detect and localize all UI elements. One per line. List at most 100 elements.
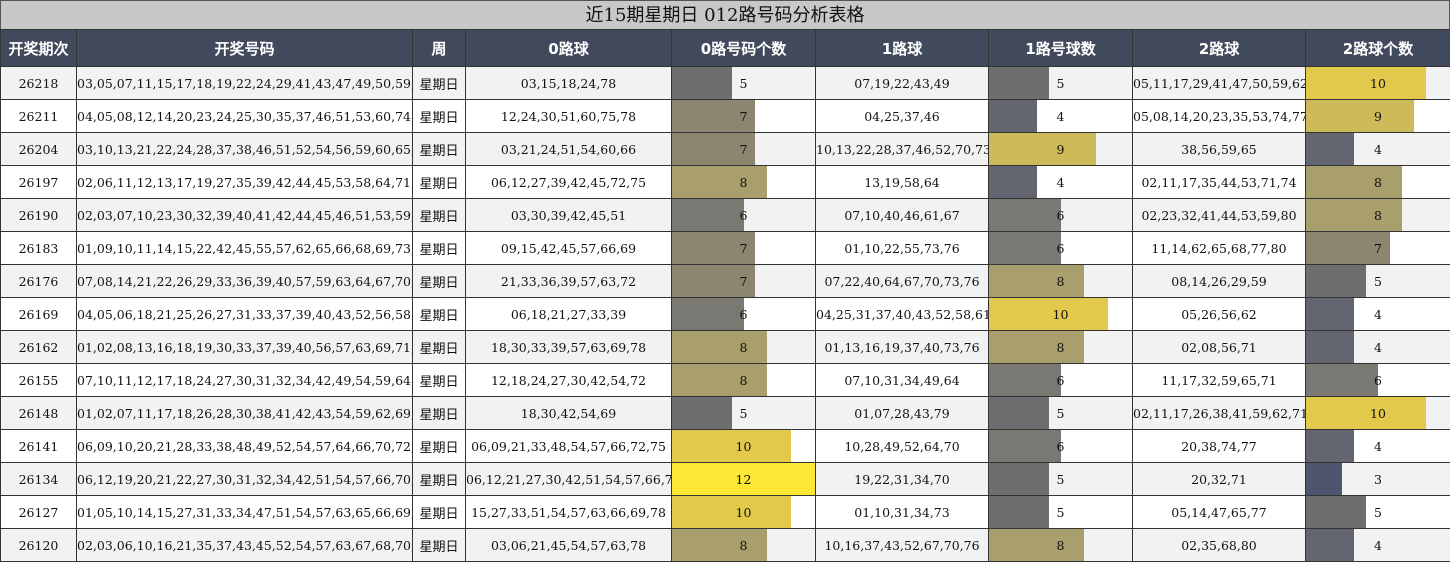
count-bar (1306, 67, 1426, 99)
cell-route2-count: 10 (1305, 66, 1450, 100)
cell-route2: 08,14,26,29,59 (1132, 264, 1306, 298)
cell-route2-count: 8 (1305, 165, 1450, 199)
count-bar (989, 199, 1061, 231)
cell-route2: 02,11,17,26,38,41,59,62,71,74 (1132, 396, 1306, 430)
table-row: 26162 01,02,08,13,16,18,19,30,33,37,39,40… (0, 330, 1450, 364)
count-value: 7 (739, 141, 748, 157)
header-route2-count: 2路球个数 (1305, 29, 1450, 67)
cell-route1-count: 4 (988, 99, 1133, 133)
cell-route2: 05,14,47,65,77 (1132, 495, 1306, 529)
count-bar (989, 232, 1061, 264)
cell-issue: 26169 (0, 297, 77, 331)
count-value: 6 (1374, 372, 1382, 388)
count-bar (1306, 199, 1402, 231)
cell-route1: 13,19,58,64 (815, 165, 989, 199)
count-bar (989, 463, 1049, 495)
count-value: 6 (1056, 438, 1065, 454)
cell-route1: 07,19,22,43,49 (815, 66, 989, 100)
cell-route2-count: 9 (1305, 99, 1450, 133)
cell-numbers: 04,05,06,18,21,25,26,27,31,33,37,39,40,4… (76, 297, 413, 331)
count-value: 8 (1056, 339, 1065, 355)
cell-route1: 07,22,40,64,67,70,73,76 (815, 264, 989, 298)
cell-route2: 20,32,71 (1132, 462, 1306, 496)
table-row: 26169 04,05,06,18,21,25,26,27,31,33,37,39… (0, 297, 1450, 331)
cell-week: 星期日 (412, 198, 466, 232)
cell-issue: 26134 (0, 462, 77, 496)
cell-route1: 01,10,22,55,73,76 (815, 231, 989, 265)
cell-numbers: 04,05,08,12,14,20,23,24,25,30,35,37,46,5… (76, 99, 413, 133)
cell-route1: 10,13,22,28,37,46,52,70,73 (815, 132, 989, 166)
count-value: 7 (739, 240, 748, 256)
cell-route0: 12,18,24,27,30,42,54,72 (465, 363, 672, 397)
count-bar (672, 232, 756, 264)
count-bar (1306, 364, 1378, 396)
header-week: 周 (412, 29, 466, 67)
cell-route0-count: 6 (671, 198, 816, 232)
cell-week: 星期日 (412, 165, 466, 199)
cell-route0-count: 8 (671, 330, 816, 364)
cell-route1: 01,10,31,34,73 (815, 495, 989, 529)
cell-issue: 26127 (0, 495, 77, 529)
cell-route1: 01,07,28,43,79 (815, 396, 989, 430)
cell-route0: 18,30,33,39,57,63,69,78 (465, 330, 672, 364)
cell-route2-count: 7 (1305, 231, 1450, 265)
cell-route2: 05,26,56,62 (1132, 297, 1306, 331)
cell-route2: 11,17,32,59,65,71 (1132, 363, 1306, 397)
count-bar (672, 430, 792, 462)
cell-route0: 06,12,27,39,42,45,72,75 (465, 165, 672, 199)
cell-route1-count: 5 (988, 495, 1133, 529)
count-value: 8 (739, 537, 748, 553)
cell-week: 星期日 (412, 297, 466, 331)
cell-route1: 07,10,40,46,61,67 (815, 198, 989, 232)
cell-route0: 06,12,21,27,30,42,51,54,57,66,72,75 (465, 462, 672, 496)
count-value: 6 (1056, 372, 1065, 388)
count-bar (1306, 232, 1390, 264)
cell-route1-count: 4 (988, 165, 1133, 199)
count-value: 12 (735, 471, 752, 487)
cell-issue: 26183 (0, 231, 77, 265)
cell-route1-count: 6 (988, 231, 1133, 265)
count-bar (672, 331, 768, 363)
table-row: 26120 02,03,06,10,16,21,35,37,43,45,52,54… (0, 528, 1450, 562)
cell-numbers: 03,10,13,21,22,24,28,37,38,46,51,52,54,5… (76, 132, 413, 166)
cell-issue: 26176 (0, 264, 77, 298)
count-value: 5 (739, 75, 748, 91)
header-route0: 0路球 (465, 29, 672, 67)
count-bar (989, 331, 1085, 363)
cell-numbers: 07,10,11,12,17,18,24,27,30,31,32,34,42,4… (76, 363, 413, 397)
count-bar (989, 100, 1037, 132)
cell-numbers: 02,06,11,12,13,17,19,27,35,39,42,44,45,5… (76, 165, 413, 199)
cell-numbers: 06,09,10,20,21,28,33,38,48,49,52,54,57,6… (76, 429, 413, 463)
cell-issue: 26141 (0, 429, 77, 463)
cell-numbers: 02,03,07,10,23,30,32,39,40,41,42,44,45,4… (76, 198, 413, 232)
cell-route2-count: 3 (1305, 462, 1450, 496)
count-bar (672, 166, 768, 198)
cell-numbers: 01,02,07,11,17,18,26,28,30,38,41,42,43,5… (76, 396, 413, 430)
cell-week: 星期日 (412, 429, 466, 463)
cell-numbers: 06,12,19,20,21,22,27,30,31,32,34,42,51,5… (76, 462, 413, 496)
count-bar (989, 496, 1049, 528)
cell-route2-count: 8 (1305, 198, 1450, 232)
count-value: 10 (1370, 405, 1386, 421)
cell-week: 星期日 (412, 495, 466, 529)
cell-route2-count: 4 (1305, 429, 1450, 463)
table-row: 26148 01,02,07,11,17,18,26,28,30,38,41,42… (0, 396, 1450, 430)
cell-issue: 26190 (0, 198, 77, 232)
cell-route0-count: 7 (671, 231, 816, 265)
count-bar (1306, 331, 1354, 363)
count-value: 5 (1056, 504, 1065, 520)
cell-route1-count: 6 (988, 429, 1133, 463)
count-bar (1306, 397, 1426, 429)
cell-week: 星期日 (412, 462, 466, 496)
cell-issue: 26148 (0, 396, 77, 430)
cell-route2-count: 5 (1305, 495, 1450, 529)
count-value: 9 (1056, 141, 1065, 157)
cell-route1-count: 10 (988, 297, 1133, 331)
cell-numbers: 01,09,10,11,14,15,22,42,45,55,57,62,65,6… (76, 231, 413, 265)
count-value: 7 (739, 108, 748, 124)
count-bar (672, 265, 756, 297)
cell-issue: 26155 (0, 363, 77, 397)
cell-week: 星期日 (412, 264, 466, 298)
cell-numbers: 07,08,14,21,22,26,29,33,36,39,40,57,59,6… (76, 264, 413, 298)
cell-route0-count: 8 (671, 363, 816, 397)
